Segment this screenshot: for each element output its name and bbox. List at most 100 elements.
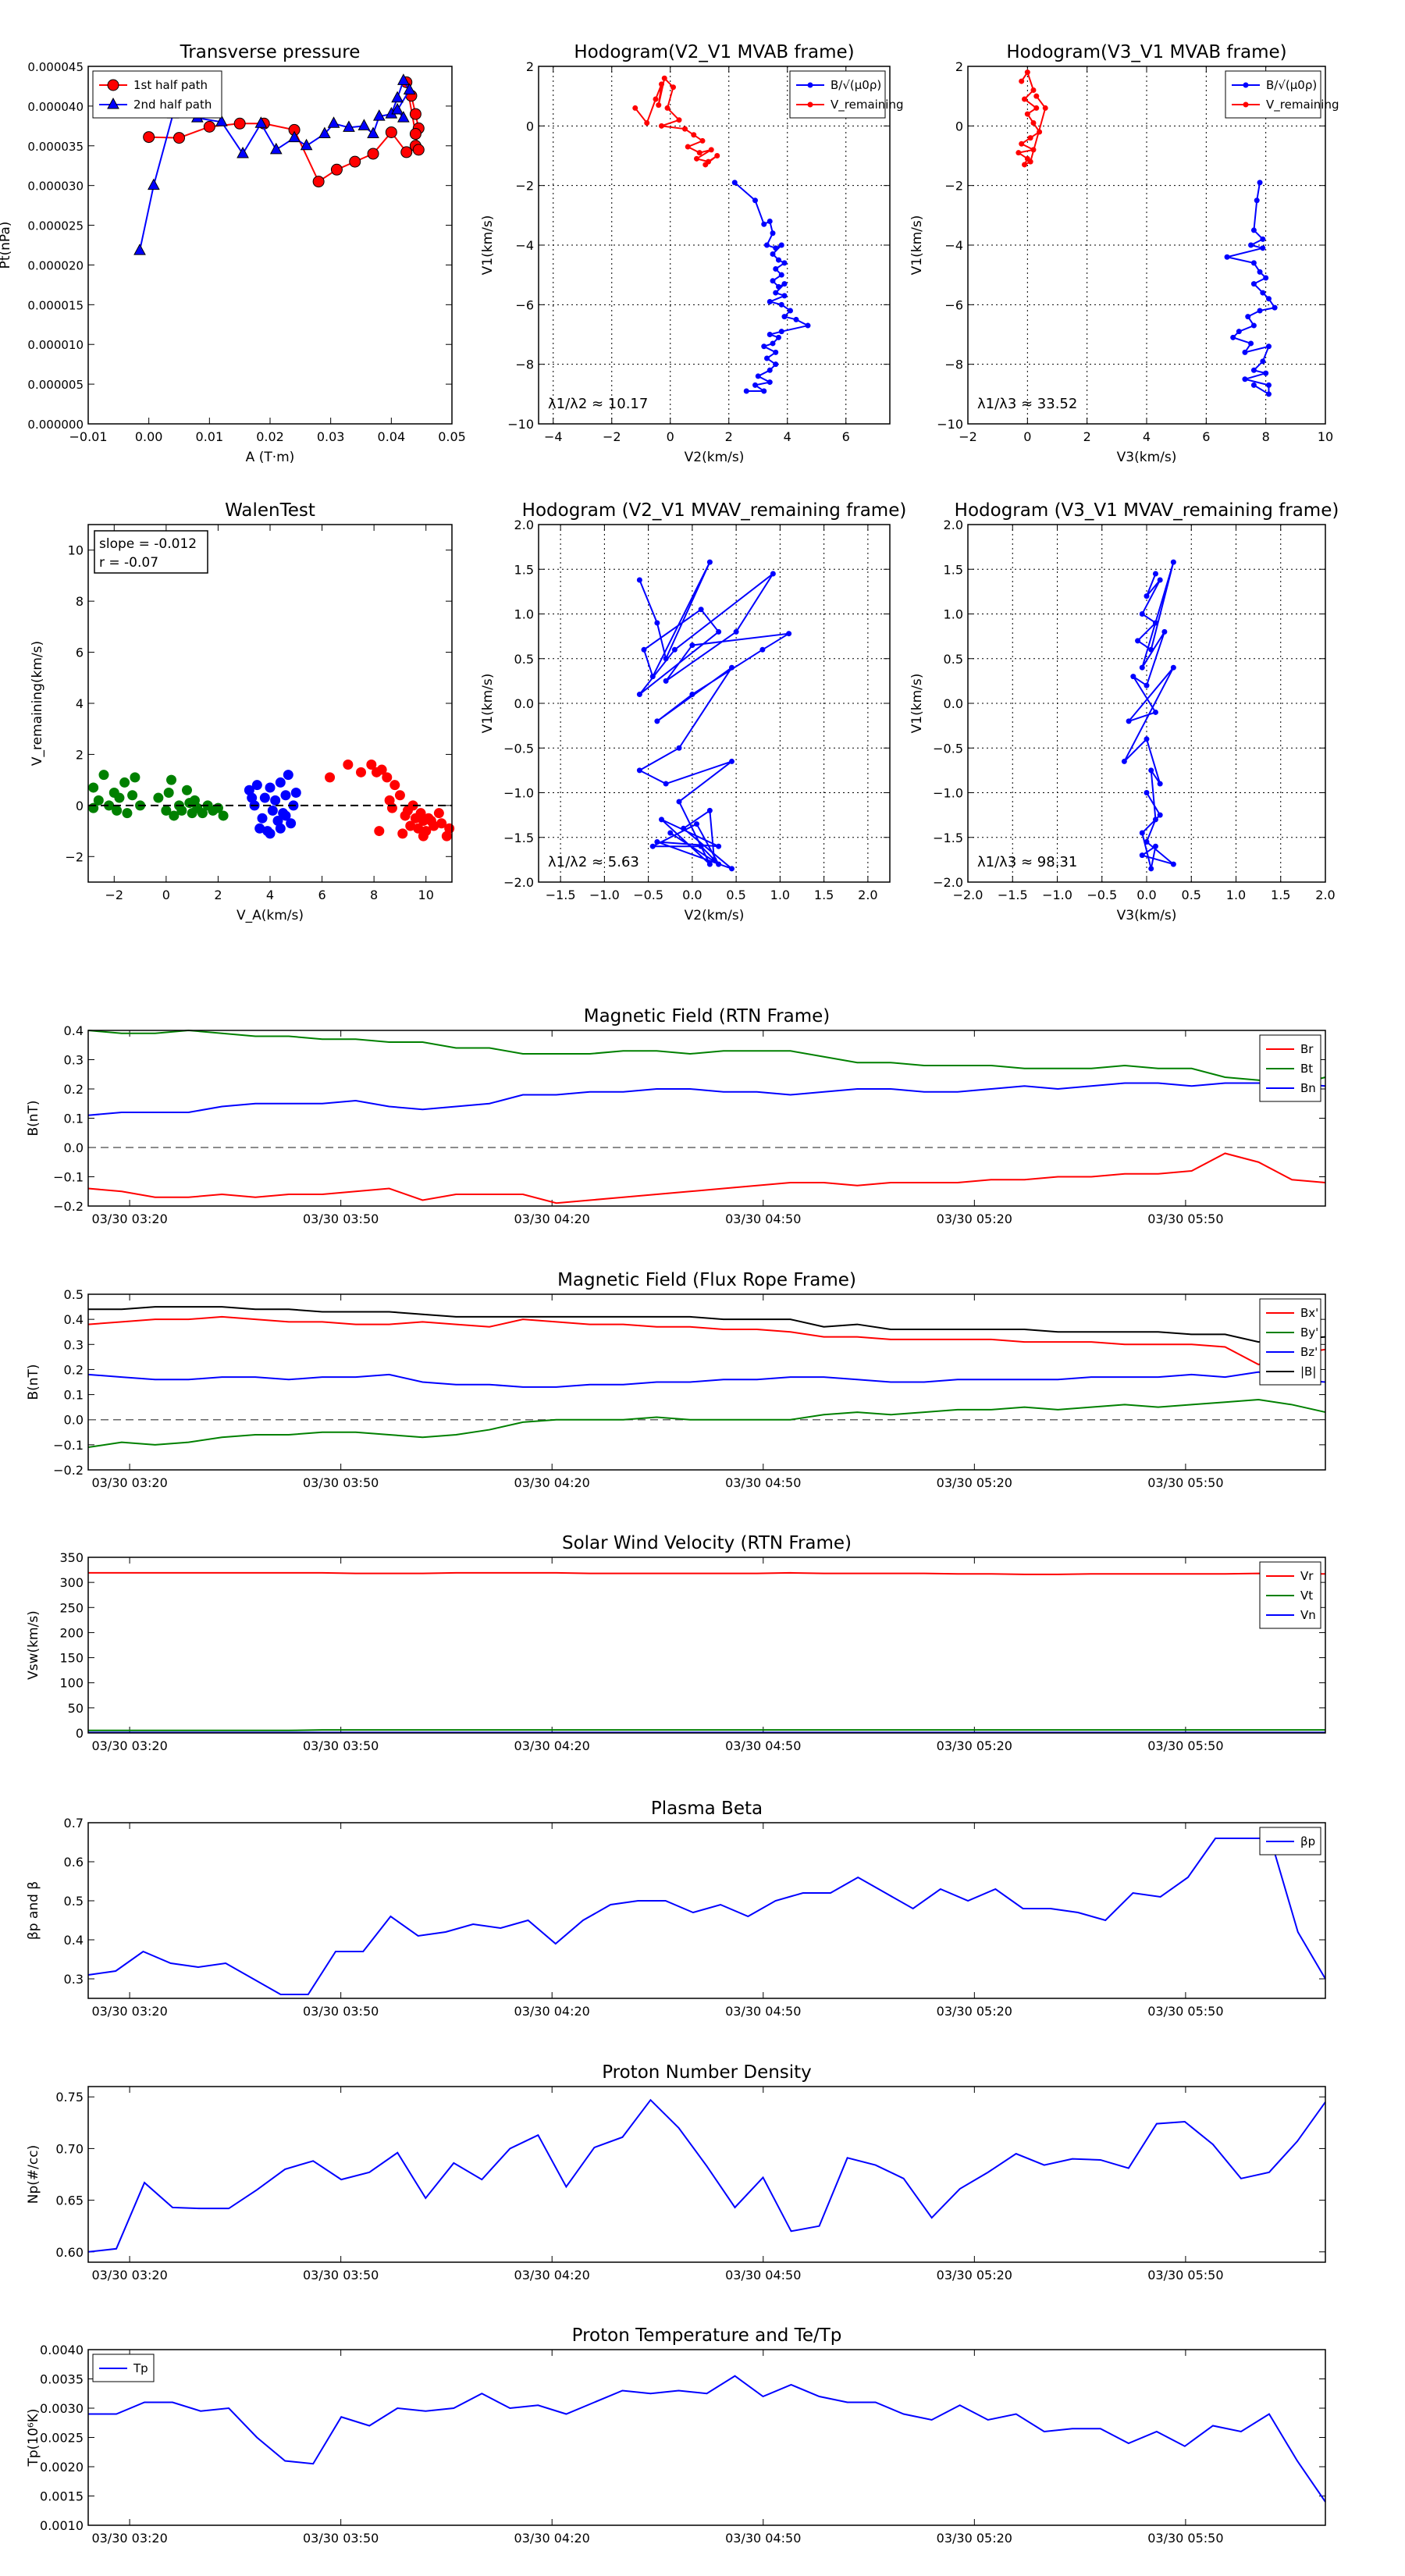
mag-fr-ytick-label: −0.2 [53, 1463, 84, 1478]
mag-rtn-ytick-label: 0.1 [64, 1112, 84, 1126]
mag-rtn-series-1-line [87, 1152, 1326, 1204]
walen-series-3-point [397, 828, 408, 839]
walen-series-1-point [127, 790, 138, 801]
walen-series-3-point [418, 831, 429, 841]
walen-series-3-point [389, 780, 400, 791]
walen-series-1-point [163, 788, 174, 798]
h1-series-2-point [661, 75, 667, 81]
mag-fr-ytick-label: 0.0 [64, 1413, 84, 1428]
h3-series-1-point [716, 843, 722, 849]
h1-series-2-point [653, 96, 659, 102]
h2-ytick-label: −6 [944, 297, 963, 312]
walen-ytick-label: 4 [76, 696, 84, 711]
mag-rtn-xtick-label: 03/30 05:20 [937, 1212, 1012, 1226]
np-ytick-label: 0.60 [55, 2245, 84, 2260]
pt-series-2-point [327, 116, 340, 128]
h3-series-1-point [641, 646, 647, 653]
h2-series-1-point [1263, 370, 1269, 376]
walen-series-1-point [122, 808, 133, 819]
mag-fr-ytick-label: 0.3 [64, 1337, 84, 1352]
h1-series-2-point [714, 153, 720, 158]
tp-xtick-label: 03/30 04:50 [725, 2531, 801, 2546]
tp-xtick-label: 03/30 03:50 [303, 2531, 379, 2546]
mag-fr-legend-label: By' [1300, 1325, 1318, 1340]
h3-series-1-point [636, 577, 642, 583]
h4-series-1-point [1148, 646, 1154, 653]
walen-series-2-point [290, 788, 301, 798]
h4-series-1-point [1144, 736, 1150, 742]
h3-series-1-point [733, 628, 739, 635]
h1-series-1-point [781, 281, 788, 287]
h1-ytick-label: −6 [515, 297, 534, 312]
h4-series-1-point [1152, 817, 1158, 823]
pt-legend [92, 70, 222, 119]
walen-annotation-box [94, 530, 208, 574]
mag-rtn-legend-label: Bt [1300, 1062, 1313, 1076]
h1-series-1-point [767, 379, 773, 386]
walen-xlabel: V_A(km/s) [237, 908, 304, 923]
h2-series-1-point [1260, 245, 1266, 251]
h3-ytick-label: 1.5 [514, 562, 534, 577]
beta-ytick-label: 0.7 [64, 1816, 84, 1831]
h2-legend [1225, 70, 1321, 119]
h3-series-1-point [729, 664, 735, 671]
h1-series-1-point [752, 382, 758, 388]
h3-ylabel: V1(km/s) [480, 674, 496, 734]
pt-series-2-point [372, 109, 386, 121]
walen-series-3-point [425, 815, 436, 826]
h3-series-1-point [706, 807, 713, 813]
walen-series-3-point [343, 760, 354, 770]
h3-series-1-point [654, 838, 660, 845]
pt-series-2-point [397, 73, 410, 85]
h3-series-1-point [698, 843, 704, 849]
h1-series-2-point [664, 105, 670, 111]
walen-series-1-point [93, 795, 104, 806]
np-xtick-label: 03/30 05:50 [1147, 2268, 1223, 2282]
walen-series-2-point [254, 823, 265, 834]
h2-frame [967, 66, 1326, 425]
pt-ytick-label: 0.000040 [27, 100, 84, 114]
walen-series-1-point [218, 810, 229, 821]
h1-series-1-point [773, 290, 779, 296]
h2-xtick-label: 6 [1202, 429, 1210, 444]
h3-ytick-label: −0.5 [503, 741, 534, 756]
mag-rtn-series-3-line [87, 1082, 1326, 1116]
h1-series-2-point [694, 155, 699, 162]
h1-xtick-label: −4 [544, 429, 563, 444]
vel-series-1-line [88, 1571, 1325, 1575]
h1-series-1-point [773, 349, 779, 355]
pt-ytick-label: 0.000015 [27, 298, 84, 312]
walen-series-2-point [251, 780, 262, 791]
h4-annotation: λ1/λ3 ≈ 98.31 [977, 854, 1077, 870]
h1-series-1-point [781, 293, 788, 299]
pt-frame [87, 66, 453, 425]
pt-series-2-point [300, 138, 313, 151]
h4-series-1-point [1130, 674, 1136, 680]
pt-series-2-point [269, 142, 283, 155]
h1-series-2-point [691, 132, 697, 138]
walen-series-1-point [166, 774, 177, 785]
mag-rtn-ytick-label: 0.2 [64, 1082, 84, 1097]
walen-series-3-point [415, 808, 426, 819]
pt-ytick-label: 0.000000 [27, 418, 84, 432]
walen-series-3-point [413, 823, 424, 834]
h3-series-1-point [663, 656, 669, 662]
vel-legend-label: Vr [1300, 1569, 1314, 1583]
h3-series-1-point [729, 866, 735, 872]
h3-xtick-label: 2.0 [858, 888, 877, 902]
h2-series-1-point [1242, 349, 1248, 355]
walen-series-2-point [275, 777, 286, 788]
beta-xtick-label: 03/30 05:50 [1147, 2004, 1223, 2019]
h4-series-1-point [1135, 638, 1141, 644]
pt-legend-label: 1st half path [133, 78, 208, 92]
mag-rtn-frame [87, 1030, 1326, 1207]
h3-ytick-label: 0.5 [514, 652, 534, 667]
pt-series-1-point [203, 120, 215, 133]
walen-series-1-point [176, 805, 187, 816]
h2-series-1-point [1250, 227, 1257, 233]
h3-xtick-label: −1.5 [546, 888, 576, 902]
walen-series-1-point [98, 770, 109, 781]
h3-title: Hodogram (V2_V1 MVAV_remaining frame) [522, 500, 907, 521]
h1-series-1-point [767, 332, 773, 337]
h2-series-1-point [1250, 281, 1257, 287]
